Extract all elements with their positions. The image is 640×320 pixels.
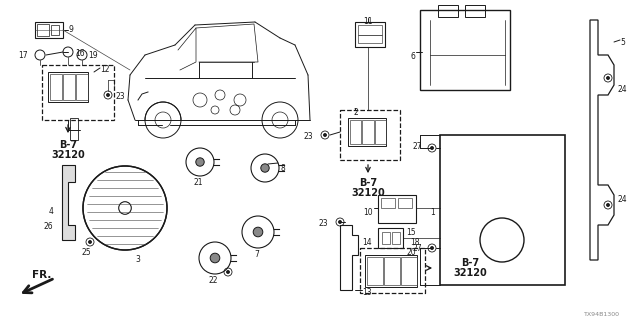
Bar <box>381 198 395 208</box>
Bar <box>355 22 385 47</box>
Circle shape <box>261 164 269 172</box>
Text: 23: 23 <box>318 219 328 228</box>
Circle shape <box>431 147 433 149</box>
Bar <box>35 22 63 38</box>
Bar <box>465 5 485 17</box>
Bar <box>358 35 382 43</box>
Text: 10: 10 <box>364 208 373 217</box>
Bar <box>374 120 386 144</box>
Bar <box>378 228 403 248</box>
Text: 19: 19 <box>88 51 98 60</box>
Bar <box>438 5 458 17</box>
Circle shape <box>323 133 326 137</box>
Text: B-7: B-7 <box>59 140 77 150</box>
Circle shape <box>253 227 263 237</box>
Text: 25: 25 <box>81 248 91 257</box>
Circle shape <box>227 270 230 274</box>
Text: 21: 21 <box>193 178 203 187</box>
Text: 27: 27 <box>412 142 422 151</box>
Text: 20: 20 <box>406 248 415 257</box>
Bar <box>360 248 425 293</box>
Text: 18: 18 <box>410 238 419 247</box>
Polygon shape <box>62 165 75 240</box>
Text: 2: 2 <box>353 108 358 117</box>
Text: 3: 3 <box>135 255 140 264</box>
Bar <box>350 120 362 144</box>
Bar <box>340 110 400 160</box>
Text: 24: 24 <box>617 85 627 94</box>
Bar <box>358 25 382 35</box>
Bar <box>63 74 75 100</box>
Circle shape <box>106 93 109 97</box>
Text: B-7: B-7 <box>461 258 479 268</box>
Bar <box>70 118 78 140</box>
Circle shape <box>607 204 609 206</box>
Bar <box>365 255 417 287</box>
Text: 13: 13 <box>362 288 372 297</box>
Text: 23: 23 <box>303 132 313 141</box>
Bar <box>48 72 88 102</box>
Text: 32120: 32120 <box>351 188 385 198</box>
Circle shape <box>431 246 433 250</box>
Bar <box>378 195 416 223</box>
Text: 22: 22 <box>208 276 218 285</box>
Bar <box>440 135 565 285</box>
Bar <box>392 232 400 244</box>
Bar <box>367 257 383 285</box>
Bar <box>42 65 114 120</box>
Bar <box>76 74 88 100</box>
Circle shape <box>196 158 204 166</box>
Text: 27: 27 <box>412 244 422 253</box>
Text: 12: 12 <box>100 65 109 74</box>
Text: 11: 11 <box>364 17 372 26</box>
Text: 16: 16 <box>75 49 84 58</box>
Text: 14: 14 <box>362 238 372 247</box>
Circle shape <box>210 253 220 263</box>
Circle shape <box>339 220 342 223</box>
Bar <box>51 25 59 35</box>
Text: 4: 4 <box>48 207 53 216</box>
Bar <box>50 74 62 100</box>
Text: 5: 5 <box>620 38 625 47</box>
Text: 17: 17 <box>19 51 28 60</box>
Text: TX94B1300: TX94B1300 <box>584 312 620 317</box>
Text: 23: 23 <box>115 92 125 101</box>
Bar <box>398 198 412 208</box>
Circle shape <box>607 76 609 79</box>
Text: 1: 1 <box>430 208 435 217</box>
Text: 9: 9 <box>68 25 73 34</box>
Text: 15: 15 <box>406 228 415 237</box>
Text: B-7: B-7 <box>359 178 377 188</box>
Bar <box>382 232 390 244</box>
Text: 26: 26 <box>44 222 53 231</box>
Text: 7: 7 <box>255 250 259 259</box>
Bar <box>362 120 374 144</box>
Bar <box>401 257 417 285</box>
Bar <box>348 118 386 146</box>
Text: 8: 8 <box>280 164 285 173</box>
Text: FR.: FR. <box>32 270 52 280</box>
Text: 24: 24 <box>617 195 627 204</box>
Bar <box>37 24 49 36</box>
Text: 32120: 32120 <box>453 268 487 278</box>
Text: 32120: 32120 <box>51 150 85 160</box>
Bar <box>384 257 400 285</box>
Circle shape <box>88 241 92 244</box>
Bar <box>420 10 510 90</box>
Text: 6: 6 <box>410 52 415 61</box>
